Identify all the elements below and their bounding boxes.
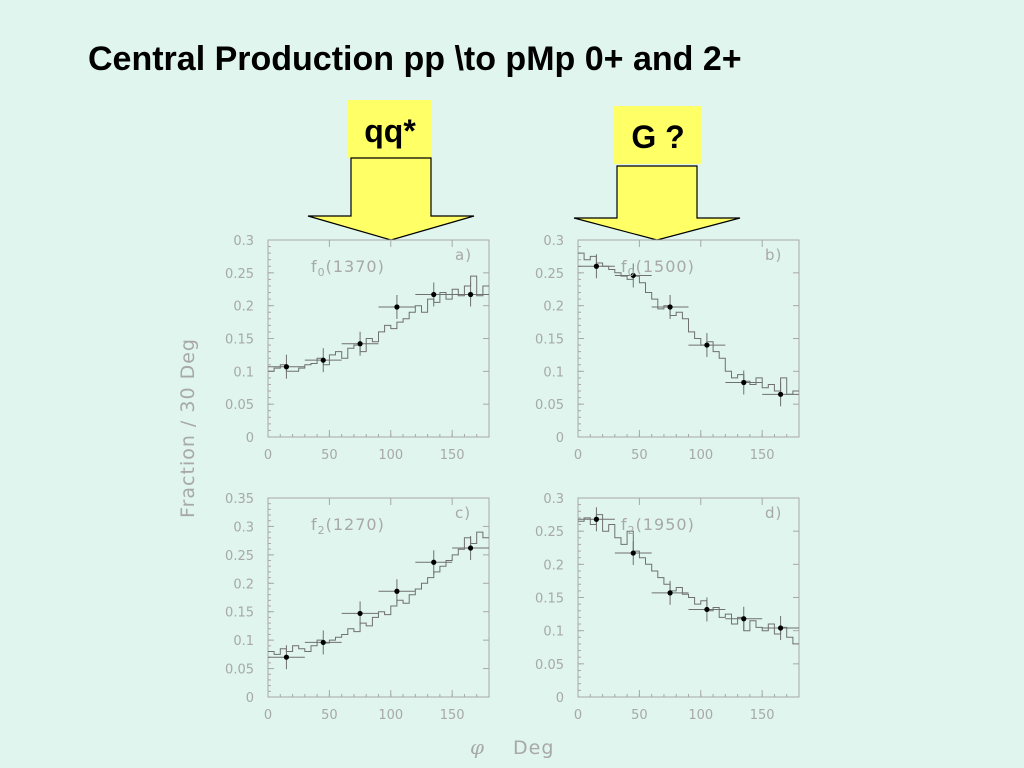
data-point <box>431 291 437 298</box>
data-point <box>283 364 290 370</box>
x-tick-label: 150 <box>440 708 465 723</box>
y-tick-label: 0.15 <box>535 592 564 607</box>
y-tick-label: 0.05 <box>225 663 254 678</box>
y-tick-label: 0.25 <box>225 549 254 564</box>
data-point <box>431 559 437 565</box>
data-point <box>467 545 474 551</box>
callout-glueball: G ? <box>614 106 702 164</box>
panel-letter: c) <box>455 504 471 522</box>
y-tick-label: 0.15 <box>225 606 254 621</box>
histogram-line <box>578 252 799 395</box>
y-axis-label: Fraction / 30 Deg <box>177 338 199 518</box>
data-point <box>283 654 290 660</box>
data-point <box>741 616 747 622</box>
x-tick-label: 0 <box>264 448 272 463</box>
y-tick-label: 0.25 <box>225 267 254 282</box>
data-point <box>394 588 400 594</box>
x-tick-label: 50 <box>321 708 338 723</box>
data-point <box>357 610 363 617</box>
x-tick-label: 100 <box>688 448 713 463</box>
y-tick-label: 0.15 <box>535 333 564 348</box>
y-tick-label: 0 <box>556 691 564 706</box>
arrow-down-left <box>307 157 475 241</box>
arrow-down-right <box>573 165 741 241</box>
resonance-label: f0(1500) <box>621 257 695 279</box>
data-point <box>777 625 784 631</box>
y-tick-label: 0.2 <box>543 300 564 315</box>
x-tick-label: 100 <box>378 448 403 463</box>
y-tick-label: 0.05 <box>535 658 564 673</box>
y-tick-label: 0.3 <box>233 520 254 535</box>
data-point <box>357 341 363 347</box>
data-point <box>704 606 710 613</box>
y-tick-label: 0.1 <box>543 625 564 640</box>
plot-panel-4: 0 0.05 0.1 0.15 0.2 0.25 0.3 0 50 100 150 f2(1950) d… <box>535 492 800 723</box>
y-tick-label: 0.25 <box>535 267 564 282</box>
y-tick-label: 0.3 <box>543 492 564 507</box>
resonance-label: f2(1950) <box>621 515 695 537</box>
x-tick-label: 150 <box>750 708 775 723</box>
data-point <box>593 263 600 269</box>
x-tick-label: 100 <box>378 708 403 723</box>
x-axis-unit: Deg <box>513 737 554 759</box>
x-tick-label: 0 <box>264 708 272 723</box>
y-tick-label: 0 <box>556 431 564 446</box>
data-point <box>320 357 326 363</box>
x-tick-label: 50 <box>631 448 648 463</box>
slide-title: Central Production pp \to pMp 0+ and 2+ <box>88 40 742 78</box>
data-point <box>320 639 326 646</box>
data-point <box>394 304 400 310</box>
y-tick-label: 0.3 <box>543 234 564 249</box>
x-tick-label: 100 <box>688 708 713 723</box>
data-point <box>630 550 636 556</box>
data-point <box>593 516 600 522</box>
data-point <box>704 342 710 348</box>
x-tick-label: 50 <box>321 448 338 463</box>
y-tick-label: 0.15 <box>225 333 254 348</box>
plot-panel-2: 0 0.05 0.1 0.15 0.2 0.25 0.3 0 50 100 150 f0(1500) b… <box>535 234 800 463</box>
histogram-line <box>268 531 489 655</box>
panel-letter: a) <box>455 246 472 264</box>
arrows <box>307 157 741 241</box>
data-point <box>630 272 636 279</box>
y-tick-label: 0.3 <box>233 234 254 249</box>
y-tick-label: 0.1 <box>233 634 254 649</box>
y-tick-label: 0 <box>246 691 254 706</box>
y-tick-label: 0.1 <box>233 365 254 380</box>
y-tick-label: 0.25 <box>535 525 564 540</box>
panel-letter: d) <box>765 504 782 522</box>
callout-qq-star: qq* <box>348 100 432 158</box>
resonance-label: f2(1270) <box>311 515 385 537</box>
y-tick-label: 0.05 <box>225 398 254 413</box>
x-tick-label: 0 <box>574 708 582 723</box>
x-axis-symbol: φ <box>470 735 484 759</box>
data-point <box>777 391 784 397</box>
histogram-line <box>268 275 489 372</box>
y-tick-label: 0.1 <box>543 365 564 380</box>
data-point <box>467 291 474 298</box>
y-tick-label: 0 <box>246 431 254 446</box>
y-tick-label: 0.05 <box>535 398 564 413</box>
data-point <box>741 379 747 386</box>
x-tick-label: 50 <box>631 708 648 723</box>
data-point <box>667 590 673 596</box>
resonance-label: f0(1370) <box>311 257 385 279</box>
y-tick-label: 0.35 <box>225 492 254 507</box>
y-tick-label: 0.2 <box>543 558 564 573</box>
y-tick-label: 0.2 <box>233 300 254 315</box>
x-tick-label: 150 <box>440 448 465 463</box>
x-tick-label: 150 <box>750 448 775 463</box>
plot-panels: 0 0.05 0.1 0.15 0.2 0.25 0.3 0 50 100 150 f0(1370) a… <box>225 234 800 723</box>
x-tick-label: 0 <box>574 448 582 463</box>
plot-panel-1: 0 0.05 0.1 0.15 0.2 0.25 0.3 0 50 100 150 f0(1370) a… <box>225 234 490 463</box>
panel-letter: b) <box>765 246 782 264</box>
plot-panel-3: 0 0.05 0.1 0.15 0.2 0.25 0.3 0.35 0 50 100 150 f2(12… <box>225 492 490 723</box>
y-tick-label: 0.2 <box>233 577 254 592</box>
data-point <box>667 304 673 310</box>
